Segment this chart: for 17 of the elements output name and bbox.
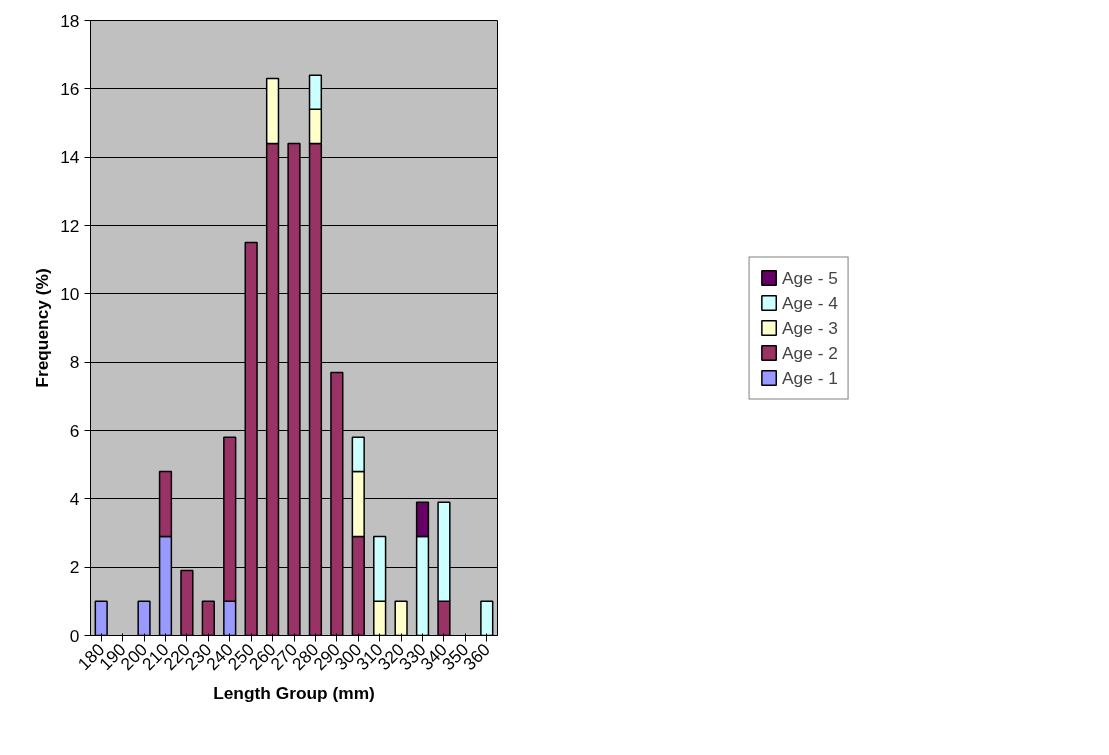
y-tick-label: 8 (69, 352, 80, 373)
legend-label: Age - 5 (782, 267, 838, 288)
legend-label: Age - 3 (782, 317, 838, 338)
x-axis-title: Length Group (mm) (213, 683, 375, 704)
y-tick-label: 10 (60, 283, 80, 304)
y-tick-label: 0 (69, 625, 80, 646)
y-tick-label: 14 (60, 147, 80, 168)
legend-label: Age - 1 (782, 367, 838, 388)
y-tick-label: 6 (69, 420, 80, 441)
y-tick-label: 4 (69, 488, 80, 509)
y-tick-label: 18 (60, 10, 80, 31)
legend-label: Age - 2 (782, 342, 838, 363)
y-tick-label: 2 (69, 557, 80, 578)
y-axis-title: Frequency (%) (32, 268, 53, 388)
legend-label: Age - 4 (782, 292, 838, 313)
y-tick-label: 12 (60, 215, 80, 236)
y-tick-label: 16 (60, 78, 80, 99)
